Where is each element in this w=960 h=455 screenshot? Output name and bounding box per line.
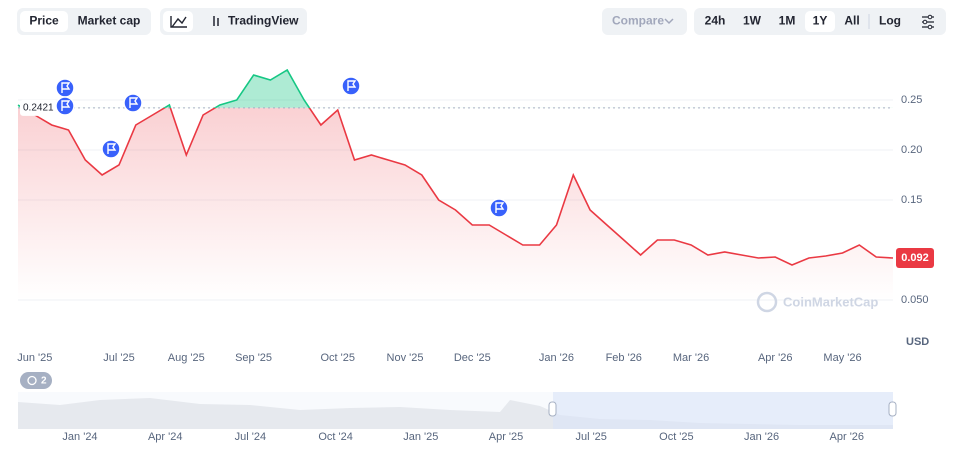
range-button[interactable]: 1W (743, 14, 762, 28)
x-tick-label: Dec '25 (454, 352, 491, 364)
plot-area: 0.050 0.15 0.20 0.25 Jun '25 Jul '25 Aug '25 Se… (17, 68, 934, 364)
baseline-tag-bg (20, 99, 58, 116)
navigator-label: Apr '26 (830, 431, 865, 443)
range-label: All (844, 14, 859, 28)
x-tick-label: Feb '26 (606, 352, 642, 364)
navigator-label: Jul '24 (235, 431, 266, 443)
y-tick-label: 0.20 (901, 144, 922, 156)
navigator-label: Jan '24 (62, 431, 97, 443)
tradingview-toggle[interactable]: TradingView (213, 14, 299, 28)
event-flag[interactable] (55, 96, 75, 116)
x-tick-label: Jul '25 (103, 352, 134, 364)
navigator-label: Jan '25 (403, 431, 438, 443)
price-line (21, 107, 894, 266)
range-label: 1Y (813, 14, 828, 28)
range-button[interactable]: 1Y (813, 14, 828, 28)
log-label: Log (879, 14, 901, 28)
flag-icon (129, 97, 139, 108)
event-flag[interactable] (489, 198, 509, 218)
currency-label: USD (906, 336, 929, 348)
watermark: CoinMarketCap (756, 291, 878, 313)
range-button[interactable]: 1M (779, 14, 796, 28)
flag-icon (61, 82, 71, 93)
event-flag[interactable] (341, 76, 361, 96)
event-flag[interactable] (123, 93, 143, 113)
compare-dropdown[interactable]: Compare (602, 8, 687, 35)
x-tick-label: Aug '25 (168, 352, 205, 364)
x-tick-label: Jun '25 (17, 352, 52, 364)
event-flag[interactable] (55, 78, 75, 98)
range-label: 1W (743, 14, 762, 28)
price-tag-bg (896, 248, 934, 268)
x-tick-label: Nov '25 (387, 352, 424, 364)
x-tick-label: Mar '26 (673, 352, 709, 364)
flag-circle (489, 198, 509, 218)
y-tick-label: 0.25 (901, 94, 922, 106)
price-tag: 0.092 (901, 252, 929, 264)
flag-icon (107, 143, 117, 154)
tab-market-cap[interactable]: Market cap (78, 14, 141, 28)
history-count: 2 (41, 376, 47, 387)
range-label: 1M (779, 14, 796, 28)
flag-circle (55, 78, 75, 98)
log-toggle[interactable]: Log (879, 14, 901, 28)
y-tick-label: 0.050 (901, 294, 929, 306)
range-button[interactable]: 24h (705, 14, 726, 28)
settings-button[interactable] (922, 14, 934, 30)
x-tick-label: Jan '26 (539, 352, 574, 364)
flag-circle (341, 76, 361, 96)
toolbar: Price Market cap TradingView Compare 24h… (17, 8, 946, 35)
range-button[interactable]: All (844, 14, 859, 28)
tab-label: Market cap (78, 14, 141, 28)
navigator-label: Jul '25 (575, 431, 606, 443)
flag-circle (55, 96, 75, 116)
x-tick-label: May '26 (823, 352, 861, 364)
tab-price[interactable]: Price (20, 11, 68, 32)
navigator (18, 392, 897, 429)
tradingview-label: TradingView (228, 14, 299, 28)
line-chart-toggle[interactable] (163, 11, 193, 32)
baseline-tag: 0.2421 (23, 103, 54, 114)
x-tick-label: Oct '25 (320, 352, 355, 364)
range-label: 24h (705, 14, 726, 28)
flag-circle (123, 93, 143, 113)
y-tick-label: 0.15 (901, 194, 922, 206)
navigator-label: Jan '26 (744, 431, 779, 443)
flag-icon (347, 80, 357, 91)
flag-icon (61, 100, 71, 111)
navigator-label: Oct '25 (659, 431, 694, 443)
x-tick-label: Sep '25 (235, 352, 272, 364)
compare-label: Compare (612, 14, 664, 28)
watermark-text: CoinMarketCap (783, 294, 878, 309)
event-flag[interactable] (101, 139, 121, 159)
navigator-label: Apr '25 (489, 431, 524, 443)
navigator-label: Oct '24 (318, 431, 353, 443)
tab-label: Price (29, 14, 59, 28)
history-pill[interactable]: 2 (20, 372, 52, 389)
flag-icon (495, 202, 505, 213)
navigator-label: Apr '24 (148, 431, 183, 443)
x-tick-label: Apr '26 (758, 352, 793, 364)
flag-circle (101, 139, 121, 159)
area-below-baseline (18, 107, 893, 300)
